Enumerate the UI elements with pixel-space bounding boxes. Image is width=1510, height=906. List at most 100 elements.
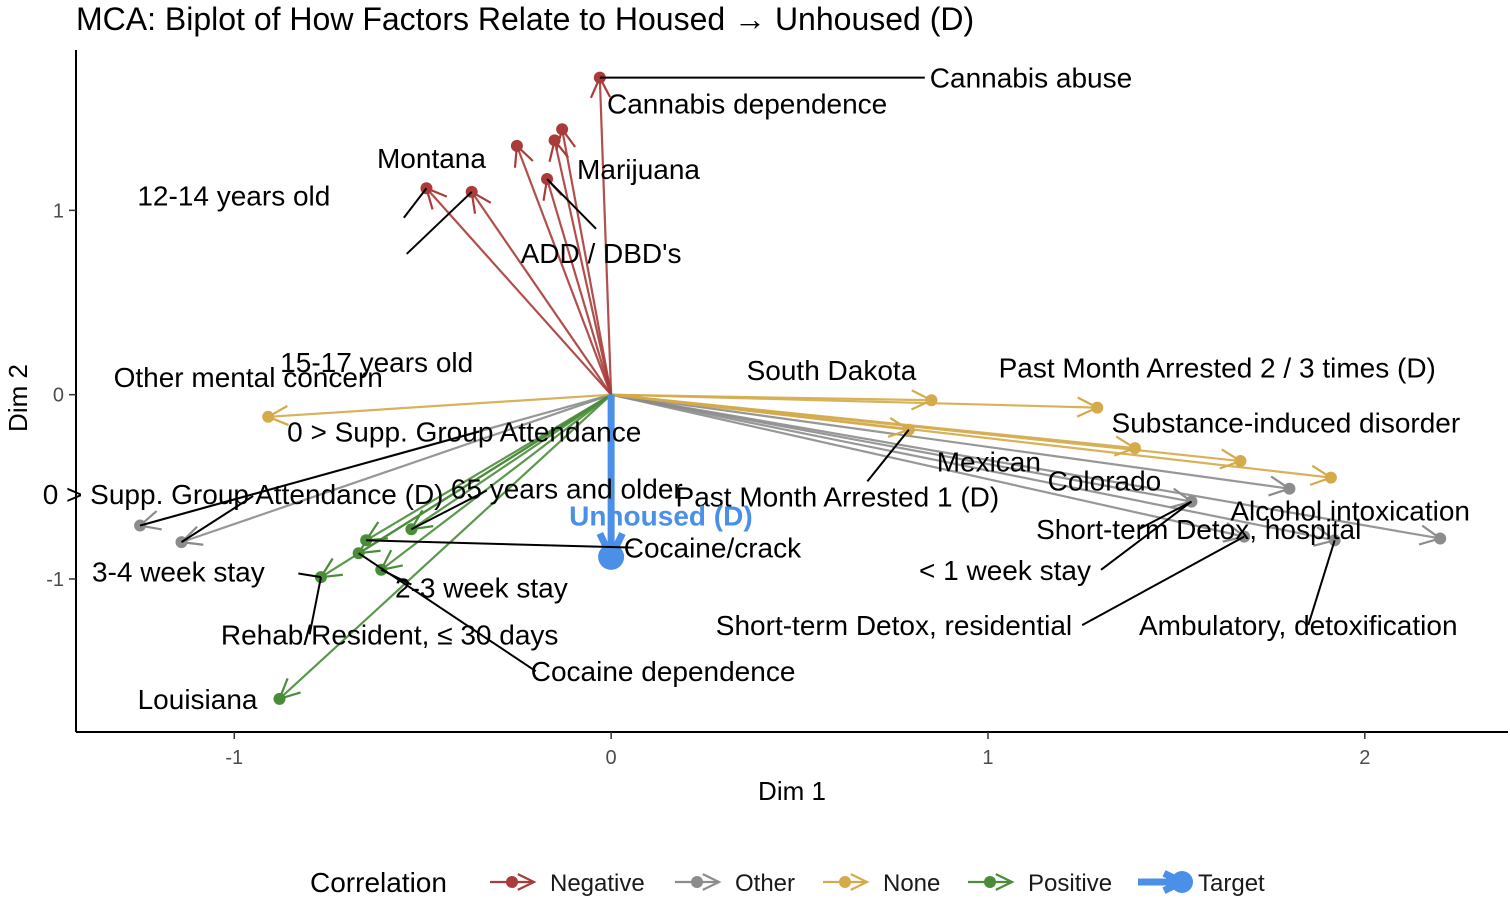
label-past-month-arrested-1-d: Past Month Arrested 1 (D): [676, 481, 1000, 512]
arrow-other: [610, 393, 1245, 538]
chart-title: MCA: Biplot of How Factors Relate to Hou…: [76, 1, 974, 37]
point-none: [262, 410, 275, 423]
legend-label-none: None: [883, 870, 940, 897]
arrow-negative-cannabis-dependence: [561, 129, 613, 395]
legend-key-head: [850, 873, 870, 891]
callout-line: [1138, 500, 1192, 531]
label-ambulatory-detoxification: Ambulatory, detoxification: [1139, 610, 1458, 641]
label-short-term-detox-residential: Short-term Detox, residential: [716, 610, 1072, 641]
point-negative: [548, 134, 561, 147]
callout-line: [1081, 535, 1245, 626]
legend: Correlation Negative Other None Positive Tar…: [310, 867, 1265, 898]
legend-key-head: [995, 873, 1015, 891]
callout-line: [298, 572, 322, 579]
callout-line: [308, 576, 322, 635]
y-tick-label: -1: [46, 569, 64, 591]
legend-label-negative: Negative: [550, 870, 645, 897]
callout-line: [358, 552, 537, 673]
label-alcohol-intoxication: Alcohol intoxication: [1230, 495, 1470, 526]
arrow-positive-louisiana: [278, 393, 612, 700]
arrow-negative-15-17-years-old: [470, 191, 613, 396]
arrow-other: [610, 393, 1335, 542]
arrow-other-alcohol-intoxication: [610, 393, 1441, 540]
arrow-negative-montana: [425, 187, 612, 396]
callout-line: [403, 187, 428, 219]
callout-line: [366, 539, 634, 549]
point-other: [1434, 532, 1447, 545]
arrow-other: [181, 393, 612, 544]
point-none: [925, 394, 938, 407]
label-0-supp-group-attendance-d: 0 > Supp. Group Attendance (D): [43, 479, 444, 510]
legend-key-target-dot: [1171, 871, 1193, 893]
arrow-positive: [380, 393, 612, 571]
arrow-positive: [410, 393, 612, 531]
target-label: Unhoused (D): [569, 501, 753, 532]
label-3-4-week-stay: 3-4 week stay: [92, 556, 265, 587]
label-colorado: Colorado: [1048, 466, 1162, 497]
label-0-supp-group-attendance: 0 > Supp. Group Attendance: [287, 417, 641, 448]
arrow-other-colorado: [610, 393, 1290, 490]
label-15-17-years-old: 15-17 years old: [280, 347, 473, 378]
label-other-mental-concern: Other mental concern: [114, 362, 383, 393]
legend-label-target: Target: [1198, 870, 1265, 897]
point-other: [1283, 482, 1296, 495]
y-axis-title: Dim 2: [3, 364, 33, 432]
label-short-term-detox-hospital: Short-term Detox, hospital: [1036, 514, 1361, 545]
callout-line: [546, 178, 597, 230]
point-none: [1324, 471, 1337, 484]
label-65-years-and-older: 65 years and older: [451, 474, 683, 505]
legend-key-dot: [839, 876, 851, 888]
callout-line: [180, 495, 254, 543]
label-cannabis-dependence: Cannabis dependence: [607, 88, 887, 119]
y-tick-label: 1: [53, 200, 64, 222]
arrow-none-substance-induced-disorder: [610, 393, 1332, 479]
point-negative: [556, 123, 569, 136]
legend-key-head: [702, 873, 722, 891]
y-tick-label: 0: [53, 385, 64, 407]
label-2-3-week-stay: 2-3 week stay: [395, 573, 568, 604]
callout-line: [1307, 540, 1336, 626]
legend-key-head: [517, 873, 537, 891]
label-marijuana: Marijuana: [577, 154, 700, 185]
callout-line: [410, 489, 488, 531]
label-12-14-years-old: 12-14 years old: [137, 181, 330, 212]
label-montana: Montana: [377, 143, 486, 174]
label-mexican: Mexican: [937, 447, 1041, 478]
legend-key-dot: [691, 876, 703, 888]
label-cocaine-crack: Cocaine/crack: [624, 533, 802, 564]
label-add-dbd-s: ADD / DBD's: [521, 238, 682, 269]
arrow-positive: [320, 393, 612, 579]
label-substance-induced-disorder: Substance-induced disorder: [1112, 408, 1461, 439]
callout-line: [866, 429, 910, 482]
label-1-week-stay: < 1 week stay: [919, 555, 1091, 586]
label-rehab-resident-30-days: Rehab/Resident, ≤ 30 days: [221, 619, 559, 650]
arrow-negative-cannabis-abuse: [598, 77, 613, 395]
point-negative: [510, 139, 523, 152]
legend-label-positive: Positive: [1028, 870, 1112, 897]
x-tick-label: 1: [982, 747, 993, 769]
x-tick-label: -1: [225, 747, 243, 769]
point-none: [1234, 455, 1247, 468]
label-south-dakota: South Dakota: [747, 355, 917, 386]
callout-line: [139, 430, 480, 527]
label-cannabis-abuse: Cannabis abuse: [930, 63, 1132, 94]
arrow-negative: [515, 145, 613, 396]
arrow-none-past-month-arrested-2-3-times-d: [611, 393, 1098, 409]
legend-key-dot: [984, 876, 996, 888]
x-tick-label: 2: [1359, 747, 1370, 769]
point-none: [1091, 401, 1104, 414]
callout-line: [405, 191, 473, 255]
point-positive: [273, 692, 286, 705]
legend-key-dot: [506, 876, 518, 888]
x-tick-label: 0: [606, 747, 617, 769]
point-other: [134, 519, 147, 532]
arrow-positive: [365, 393, 612, 542]
arrow-none-other-mental-concern: [268, 393, 612, 418]
target-point: [598, 543, 625, 570]
label-past-month-arrested-2-3-times-d: Past Month Arrested 2 / 3 times (D): [999, 353, 1436, 384]
plot-area: -1 0 1 2 -1 0 1 Cannabis abuse Cannabis dependen…: [43, 50, 1508, 769]
x-axis-title: Dim 1: [758, 776, 826, 806]
point-positive: [405, 523, 418, 536]
point-none: [1128, 442, 1141, 455]
